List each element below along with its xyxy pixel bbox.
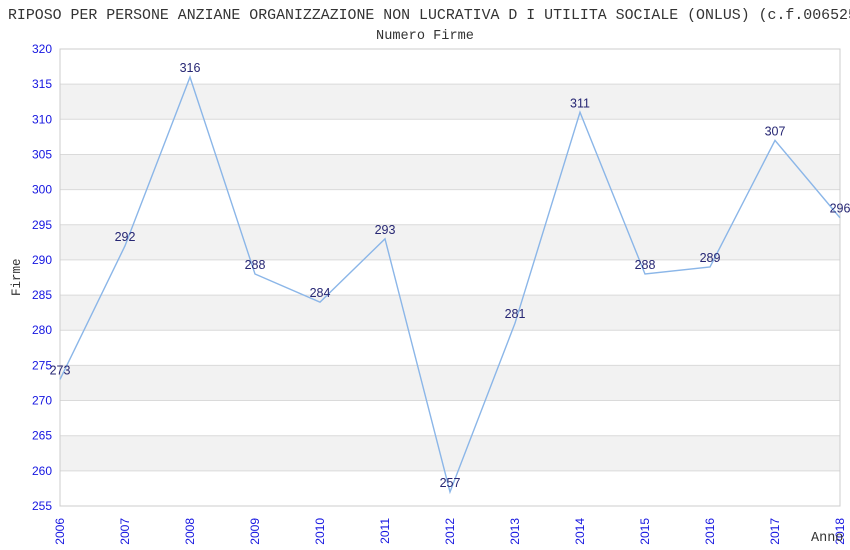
svg-text:305: 305 (32, 147, 52, 161)
svg-text:2006: 2006 (53, 518, 67, 545)
svg-text:2009: 2009 (248, 518, 262, 545)
svg-text:2014: 2014 (573, 518, 587, 545)
svg-text:315: 315 (32, 77, 52, 91)
svg-text:273: 273 (50, 363, 71, 377)
svg-text:310: 310 (32, 112, 52, 126)
svg-text:2012: 2012 (443, 518, 457, 545)
svg-text:281: 281 (505, 307, 526, 321)
svg-text:284: 284 (310, 286, 331, 300)
svg-text:288: 288 (245, 258, 266, 272)
svg-text:292: 292 (115, 230, 136, 244)
svg-text:2010: 2010 (313, 518, 327, 545)
svg-text:265: 265 (32, 429, 52, 443)
svg-text:2011: 2011 (378, 518, 392, 544)
svg-text:300: 300 (32, 183, 52, 197)
svg-text:288: 288 (635, 258, 656, 272)
svg-text:280: 280 (32, 323, 52, 337)
svg-text:257: 257 (440, 476, 461, 490)
svg-text:260: 260 (32, 464, 52, 478)
svg-text:2016: 2016 (703, 518, 717, 545)
svg-text:296: 296 (830, 202, 850, 216)
svg-text:255: 255 (32, 499, 52, 513)
svg-text:293: 293 (375, 223, 396, 237)
svg-text:285: 285 (32, 288, 52, 302)
svg-text:2008: 2008 (183, 518, 197, 545)
svg-text:2007: 2007 (118, 518, 132, 545)
svg-text:320: 320 (32, 42, 52, 56)
svg-text:2013: 2013 (508, 518, 522, 545)
svg-text:316: 316 (180, 61, 201, 75)
svg-text:290: 290 (32, 253, 52, 267)
svg-text:2017: 2017 (768, 518, 782, 545)
svg-text:307: 307 (765, 124, 786, 138)
svg-text:295: 295 (32, 218, 52, 232)
svg-text:311: 311 (570, 96, 590, 110)
svg-text:2015: 2015 (638, 518, 652, 545)
svg-text:289: 289 (700, 251, 721, 265)
svg-text:270: 270 (32, 394, 52, 408)
